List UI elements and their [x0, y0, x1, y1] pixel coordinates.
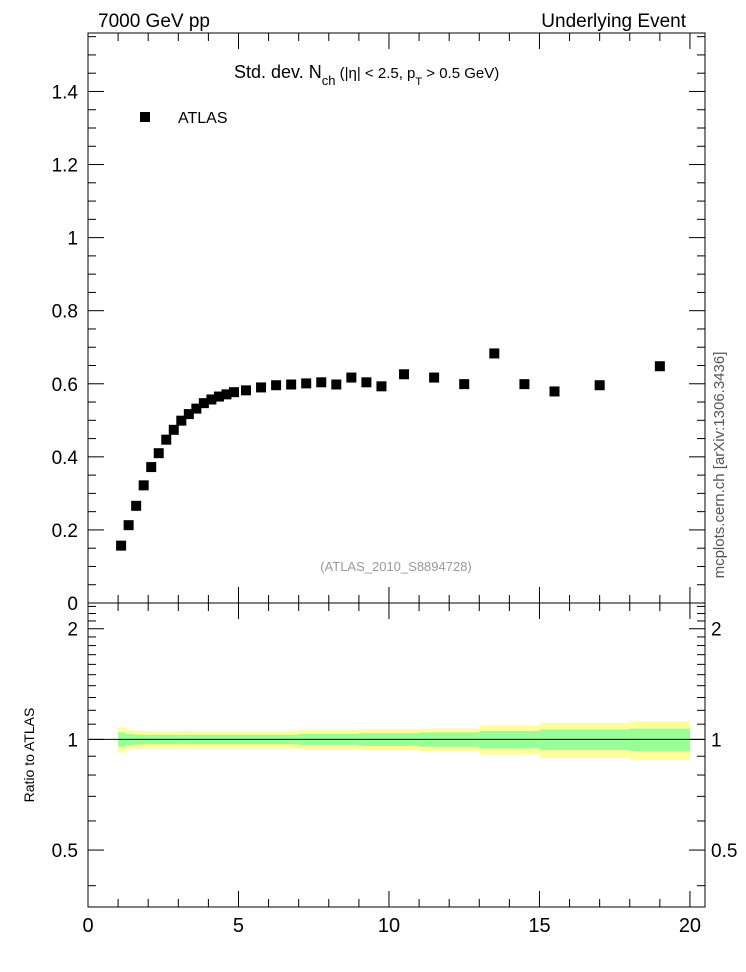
data-point — [361, 377, 372, 388]
data-point — [459, 379, 470, 390]
ratio-xtick-label: 5 — [233, 915, 244, 937]
data-point — [131, 500, 142, 511]
data-point — [286, 379, 297, 390]
title-sub-ch: ch — [322, 73, 336, 88]
ratio-ytick-label-left: 1 — [67, 730, 78, 751]
data-point — [429, 372, 440, 383]
data-point — [153, 448, 164, 459]
main-ytick-label: 0.6 — [52, 375, 78, 396]
data-point — [519, 379, 530, 390]
data-point — [176, 415, 187, 426]
data-point — [123, 520, 134, 531]
data-point — [271, 380, 282, 391]
data-point — [116, 540, 127, 551]
ratio-ylabel: Ratio to ATLAS — [21, 708, 37, 803]
data-point — [221, 389, 232, 400]
data-point — [376, 381, 387, 392]
data-point — [241, 385, 252, 396]
legend-label-atlas: ATLAS — [178, 110, 228, 127]
title-sub-t: T — [415, 76, 422, 88]
main-ytick-label: 1 — [67, 229, 78, 250]
main-ytick-label: 0.4 — [52, 448, 79, 469]
data-point — [146, 462, 157, 473]
ratio-ytick-label-left: 2 — [67, 620, 78, 641]
data-point — [316, 377, 327, 388]
main-ytick-label: 0.2 — [52, 521, 78, 542]
data-point — [168, 424, 179, 435]
data-point — [654, 361, 665, 372]
plot-title: Std. dev. Nch (|η| < 2.5, pT > 0.5 GeV) — [234, 62, 499, 88]
ratio-xtick-label: 15 — [528, 915, 550, 937]
data-point — [191, 403, 202, 414]
header-left: 7000 GeV pp — [98, 11, 210, 32]
data-point — [138, 480, 149, 491]
ratio-ytick-label-right: 1 — [711, 730, 722, 751]
ratio-ytick-label-right: 0.5 — [711, 841, 737, 862]
ratio-ytick-label-left: 0.5 — [52, 841, 78, 862]
main-ytick-label: 1.4 — [52, 82, 79, 103]
main-ytick-label: 1.2 — [52, 156, 78, 177]
title-end: > 0.5 GeV) — [422, 65, 499, 82]
data-point — [183, 409, 194, 420]
data-point — [399, 369, 410, 380]
header-right: Underlying Event — [541, 11, 686, 32]
data-point — [228, 387, 239, 398]
data-point — [489, 348, 500, 359]
analysis-watermark: (ATLAS_2010_S8894728) — [320, 559, 472, 574]
data-point — [206, 394, 217, 405]
main-ytick-label: 0 — [67, 594, 78, 615]
data-point — [301, 378, 312, 389]
ratio-xtick-label: 0 — [82, 915, 93, 937]
data-point — [161, 434, 172, 445]
ratio-xtick-label: 10 — [378, 915, 400, 937]
legend-marker-atlas — [140, 112, 150, 122]
side-label: mcplots.cern.ch [arXiv:1306.3436] — [711, 352, 728, 579]
title-main: Std. dev. N — [234, 62, 322, 82]
ratio-ytick-label-right: 2 — [711, 620, 722, 641]
data-point — [549, 386, 560, 397]
data-point — [198, 398, 209, 409]
data-point — [331, 379, 342, 390]
data-point — [346, 372, 357, 383]
title-mid: (|η| < 2.5, p — [335, 65, 415, 82]
data-point — [256, 382, 267, 393]
ratio-plot-frame — [87, 602, 706, 908]
ratio-xtick-label: 20 — [679, 915, 701, 937]
data-point — [213, 391, 224, 402]
main-ytick-label: 0.8 — [52, 302, 78, 323]
data-point — [594, 380, 605, 391]
